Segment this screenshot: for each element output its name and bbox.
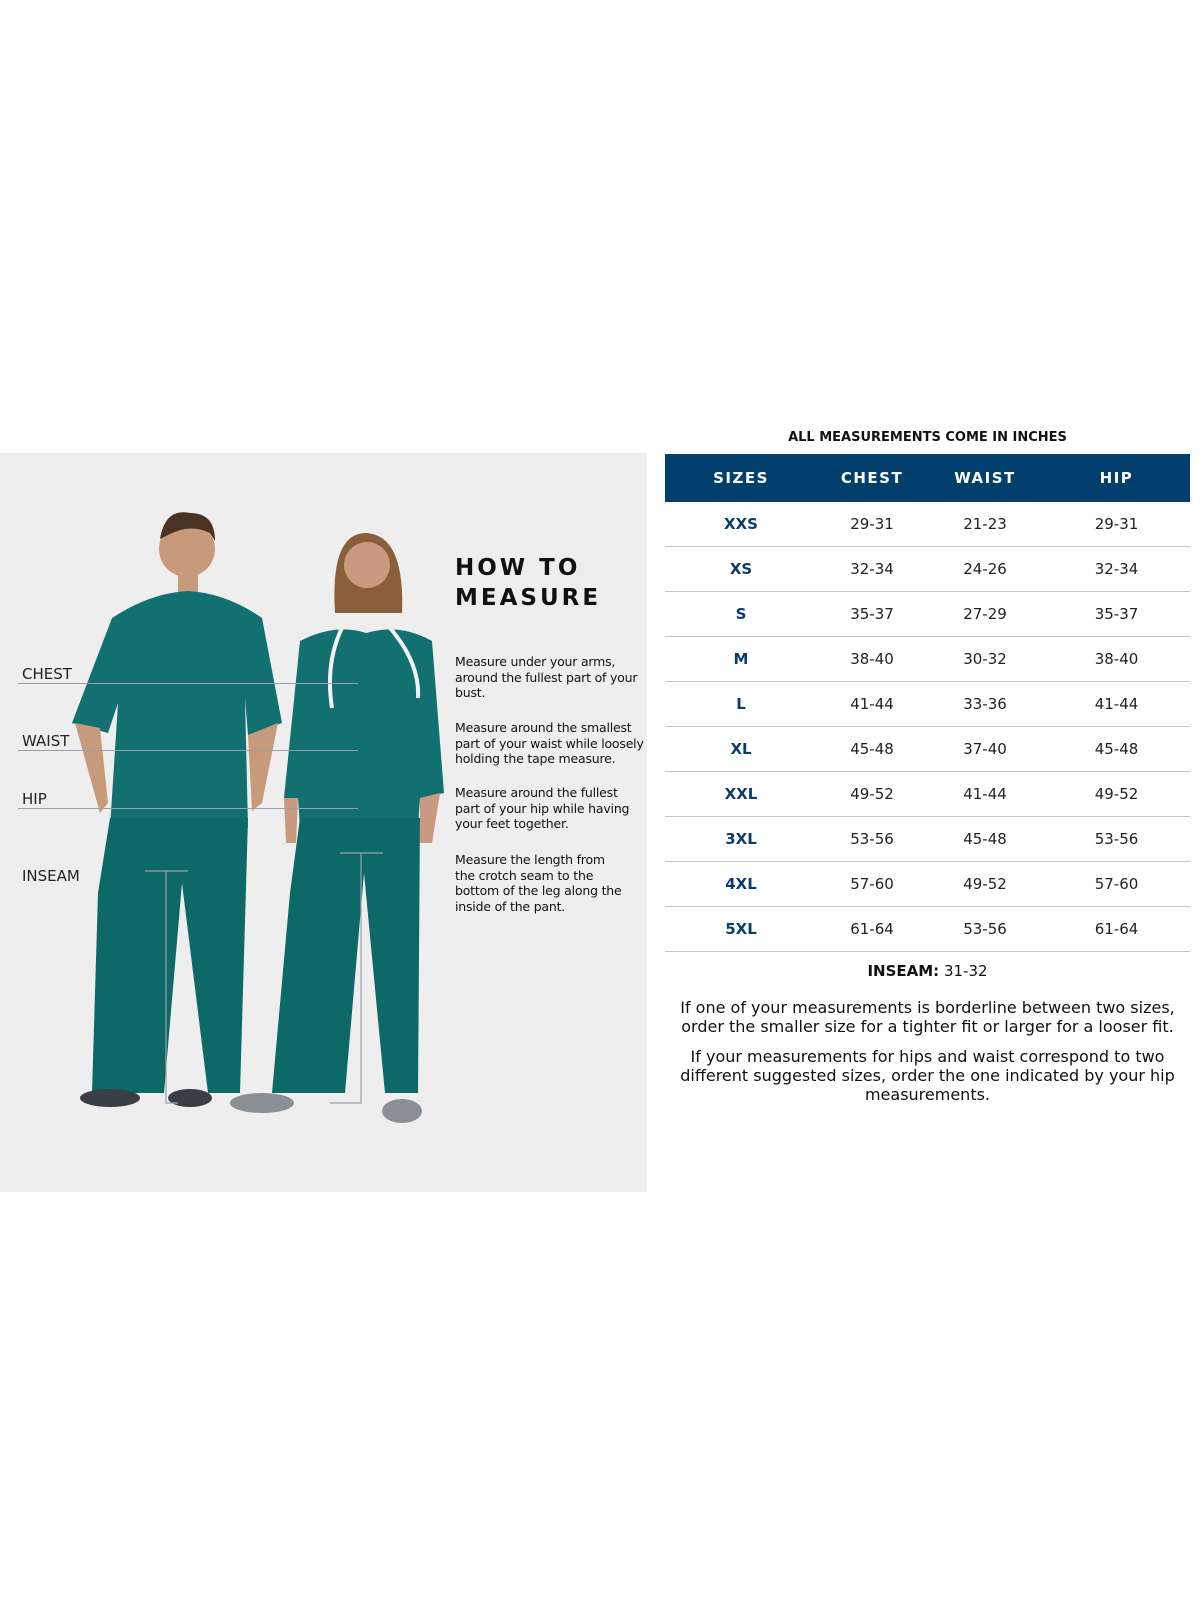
heading-line-2: MEASURE	[455, 585, 602, 611]
chest-cell: 41-44	[817, 681, 927, 727]
column-header-hip: HIP	[1043, 454, 1190, 502]
size-chart-table: SIZES CHEST WAIST HIP XXS 29-31 21-23 29-31…	[665, 454, 1190, 952]
borderline-note: If one of your measurements is borderlin…	[680, 998, 1175, 1036]
size-cell: M	[665, 636, 817, 682]
hip-cell: 29-31	[1043, 502, 1190, 547]
hip-cell: 53-56	[1043, 816, 1190, 862]
waist-cell: 30-32	[927, 636, 1043, 682]
waist-description: Measure around the smallest part of your…	[455, 720, 644, 766]
inseam-note-value: 31-32	[939, 962, 988, 980]
chest-line	[18, 683, 358, 684]
hip-cell: 32-34	[1043, 546, 1190, 592]
size-cell: 3XL	[665, 816, 817, 862]
chest-cell: 38-40	[817, 636, 927, 682]
chest-description: Measure under your arms, around the full…	[455, 654, 638, 700]
chest-cell: 45-48	[817, 726, 927, 772]
hip-cell: 57-60	[1043, 861, 1190, 907]
models-illustration	[72, 512, 444, 1123]
female-model-figure	[230, 533, 444, 1123]
size-cell: XS	[665, 546, 817, 592]
hip-waist-note: If your measurements for hips and waist …	[680, 1047, 1175, 1104]
table-row: 3XL 53-56 45-48 53-56	[665, 816, 1190, 862]
waist-cell: 45-48	[927, 816, 1043, 862]
waist-cell: 27-29	[927, 591, 1043, 637]
hip-cell: 35-37	[1043, 591, 1190, 637]
hip-cell: 38-40	[1043, 636, 1190, 682]
chest-label: CHEST	[22, 665, 72, 683]
size-cell: XXS	[665, 502, 817, 547]
chest-cell: 29-31	[817, 502, 927, 547]
waist-cell: 37-40	[927, 726, 1043, 772]
size-chart-title: ALL MEASUREMENTS COME IN INCHES	[788, 430, 1067, 445]
hip-line	[18, 808, 358, 809]
inseam-label: INSEAM	[22, 867, 80, 885]
waist-cell: 21-23	[927, 502, 1043, 547]
hip-label: HIP	[22, 790, 47, 808]
table-header-row: SIZES CHEST WAIST HIP	[665, 454, 1190, 502]
size-cell: 5XL	[665, 906, 817, 952]
chest-cell: 61-64	[817, 906, 927, 952]
heading-line-1: HOW TO	[455, 555, 581, 581]
column-header-waist: WAIST	[927, 454, 1043, 502]
table-row: 4XL 57-60 49-52 57-60	[665, 861, 1190, 907]
hip-cell: 41-44	[1043, 681, 1190, 727]
table-row: XS 32-34 24-26 32-34	[665, 546, 1190, 592]
waist-cell: 33-36	[927, 681, 1043, 727]
table-row: XXL 49-52 41-44 49-52	[665, 771, 1190, 817]
hip-cell: 61-64	[1043, 906, 1190, 952]
table-row: XL 45-48 37-40 45-48	[665, 726, 1190, 772]
size-cell: XXL	[665, 771, 817, 817]
chest-cell: 57-60	[817, 861, 927, 907]
table-row: M 38-40 30-32 38-40	[665, 636, 1190, 682]
waist-label: WAIST	[22, 732, 70, 750]
hip-cell: 45-48	[1043, 726, 1190, 772]
table-row: XXS 29-31 21-23 29-31	[665, 502, 1190, 547]
how-to-measure-heading: HOW TO MEASURE	[455, 553, 601, 613]
table-row: 5XL 61-64 53-56 61-64	[665, 906, 1190, 952]
hip-cell: 49-52	[1043, 771, 1190, 817]
inseam-note: INSEAM: 31-32	[665, 962, 1190, 980]
size-cell: S	[665, 591, 817, 637]
size-cell: 4XL	[665, 861, 817, 907]
chest-cell: 35-37	[817, 591, 927, 637]
how-to-measure-panel: HOW TO MEASURE CHEST WAIST HIP INSEAM Me…	[0, 453, 647, 1192]
chest-cell: 53-56	[817, 816, 927, 862]
waist-line	[18, 750, 358, 751]
column-header-sizes: SIZES	[665, 454, 817, 502]
chest-cell: 32-34	[817, 546, 927, 592]
waist-cell: 53-56	[927, 906, 1043, 952]
table-row: S 35-37 27-29 35-37	[665, 591, 1190, 637]
inseam-description: Measure the length from the crotch seam …	[455, 852, 622, 914]
inseam-note-label: INSEAM:	[867, 962, 940, 980]
hip-description: Measure around the fullest part of your …	[455, 785, 630, 831]
waist-cell: 24-26	[927, 546, 1043, 592]
size-cell: XL	[665, 726, 817, 772]
male-model-figure	[72, 512, 282, 1107]
size-cell: L	[665, 681, 817, 727]
column-header-chest: CHEST	[817, 454, 927, 502]
inseam-guide-lines	[145, 852, 383, 1104]
chest-cell: 49-52	[817, 771, 927, 817]
table-row: L 41-44 33-36 41-44	[665, 681, 1190, 727]
waist-cell: 41-44	[927, 771, 1043, 817]
waist-cell: 49-52	[927, 861, 1043, 907]
